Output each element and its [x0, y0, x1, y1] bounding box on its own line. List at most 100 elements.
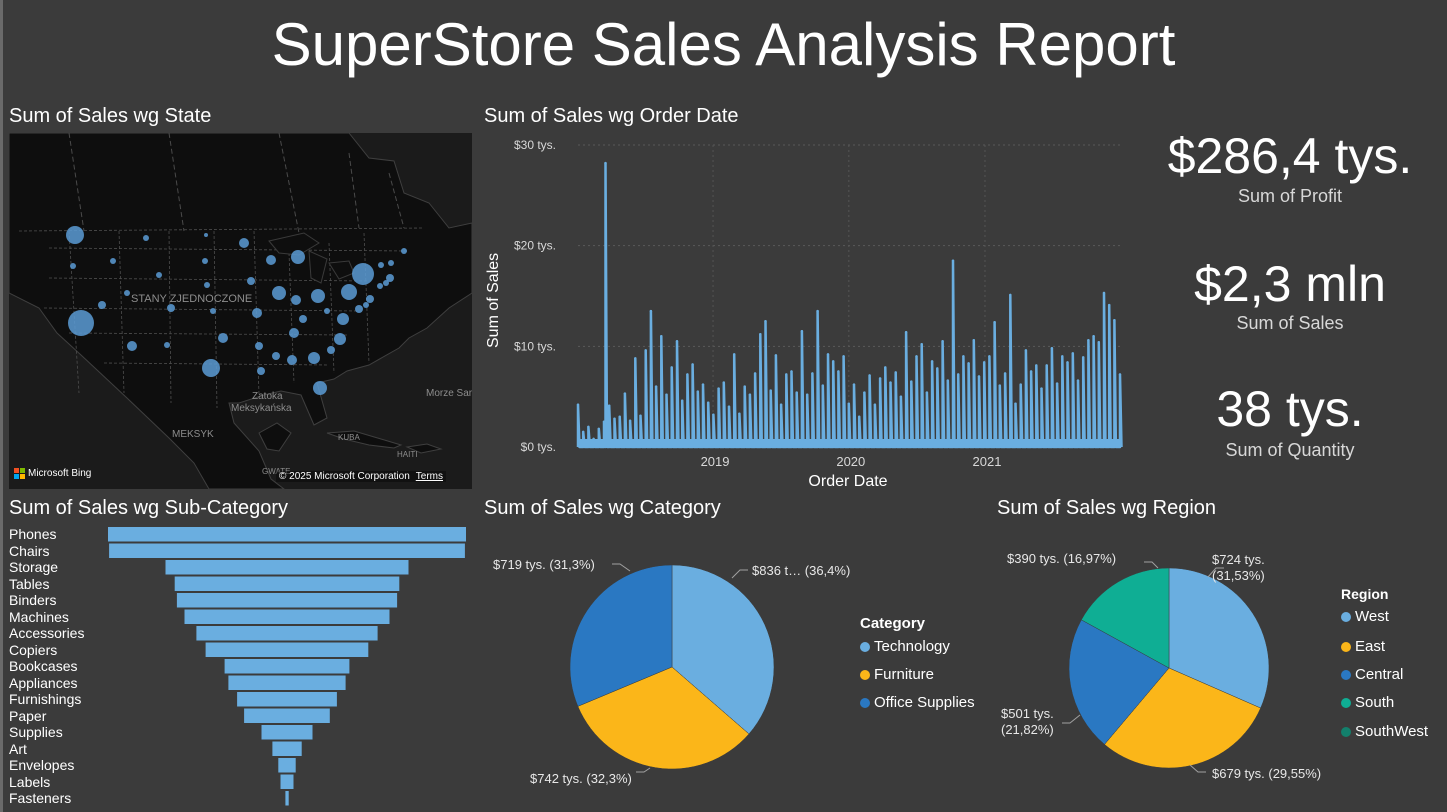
- legend-item-central[interactable]: Central: [1341, 666, 1403, 683]
- subcategory-label-envelopes: Envelopes: [9, 757, 75, 773]
- line-point: [686, 373, 689, 376]
- microsoft-logo-icon: [14, 468, 25, 479]
- category-label-office-supplies: $719 tys. (31,3%): [493, 557, 595, 572]
- state-sales-map[interactable]: STANY ZJEDNOCZONE Zatoka Meksykańska Mor…: [9, 133, 472, 489]
- subcategory-bar-art[interactable]: [272, 741, 302, 757]
- y-tick-label: $10 tys.: [514, 339, 556, 353]
- line-point: [790, 370, 793, 373]
- sales-by-date-line-chart[interactable]: $30 tys. $20 tys. $10 tys. $0 tys. 2019 2020…: [480, 130, 1130, 495]
- line-point: [962, 355, 965, 358]
- bubble-north-dakota: [204, 233, 208, 237]
- map-label-sea: Morze Sargas: [426, 388, 472, 399]
- bubble-colorado: [167, 304, 175, 312]
- legend-item-east[interactable]: East: [1341, 638, 1385, 655]
- subcategory-bar-machines[interactable]: [184, 609, 390, 625]
- line-point: [988, 355, 991, 358]
- legend-item-south[interactable]: South: [1341, 694, 1394, 711]
- line-point: [915, 355, 918, 358]
- subcategory-bar-fasteners[interactable]: [285, 791, 289, 806]
- subcategory-bar-paper[interactable]: [244, 708, 330, 724]
- line-point: [852, 383, 856, 386]
- bubble-vermont: [378, 262, 384, 268]
- subcategory-bar-copiers[interactable]: [205, 642, 369, 658]
- line-point: [806, 393, 809, 396]
- region-label-central-line2: (21,82%): [1001, 722, 1054, 737]
- subcategory-label-fasteners: Fasteners: [9, 790, 72, 806]
- line-point: [764, 320, 767, 323]
- subcategory-label-machines: Machines: [9, 608, 69, 625]
- line-point: [774, 354, 778, 357]
- x-tick-label: 2019: [701, 454, 730, 469]
- subcategory-bar-tables[interactable]: [174, 576, 400, 592]
- subcategory-bar-furnishings[interactable]: [237, 692, 337, 707]
- subcategory-bar-chairs[interactable]: [109, 543, 465, 559]
- line-point: [1050, 347, 1054, 350]
- subcategory-bar-bookcases[interactable]: [224, 659, 350, 674]
- legend-item-southwest[interactable]: SouthWest: [1341, 723, 1428, 740]
- subcategory-funnel-chart[interactable]: [100, 523, 472, 808]
- pie-slice-office-supplies[interactable]: [569, 564, 673, 707]
- line-point: [868, 374, 871, 377]
- region-pie-chart[interactable]: [1040, 540, 1300, 800]
- line-point: [863, 391, 866, 394]
- pie-slice-central[interactable]: [1068, 619, 1170, 745]
- subcategory-bar-envelopes[interactable]: [278, 758, 296, 773]
- line-point: [847, 402, 850, 405]
- line-point: [837, 370, 840, 373]
- canada-borders: [68, 133, 405, 234]
- map-label-country: STANY ZJEDNOCZONE: [131, 293, 253, 305]
- x-tick-label: 2021: [973, 454, 1002, 469]
- subcategory-bar-storage[interactable]: [165, 560, 409, 575]
- category-label-furniture: $742 tys. (32,3%): [530, 771, 632, 786]
- line-point: [665, 393, 668, 396]
- bubble-iowa: [247, 277, 255, 285]
- pie-slice-south[interactable]: [1081, 567, 1170, 669]
- bubble-louisiana: [257, 367, 265, 375]
- line-point: [639, 414, 642, 417]
- subcategory-bar-supplies[interactable]: [261, 725, 313, 740]
- line-point: [894, 371, 897, 374]
- pie-slice-furniture[interactable]: [577, 666, 750, 770]
- bubble-kentucky: [299, 315, 307, 323]
- legend-item-west[interactable]: West: [1341, 608, 1389, 625]
- subcategory-bar-accessories[interactable]: [196, 626, 378, 641]
- microsoft-bing-logo: Microsoft Bing: [14, 468, 91, 479]
- region-label-east: $679 tys. (29,55%): [1212, 766, 1322, 781]
- bubble-delaware: [363, 302, 369, 308]
- map-terms-link[interactable]: Terms: [415, 471, 443, 482]
- category-legend-title: Category: [860, 615, 926, 632]
- map-label-gulf-line2: Meksykańska: [231, 403, 292, 414]
- subcategory-bar-phones[interactable]: [108, 527, 466, 542]
- pie-slice-technology[interactable]: [671, 564, 775, 735]
- land-yucatan: [258, 422, 292, 452]
- region-pie-title: Sum of Sales wg Region: [997, 497, 1217, 519]
- legend-dot-southwest: [1341, 726, 1351, 737]
- subcategory-label-binders: Binders: [9, 592, 57, 608]
- bubble-north-carolina: [334, 333, 346, 345]
- subcategory-bar-appliances[interactable]: [228, 675, 346, 691]
- bubble-michigan: [291, 250, 305, 264]
- line-point: [738, 412, 741, 415]
- line-point: [842, 355, 845, 358]
- bubble-massachusetts: [386, 274, 394, 282]
- line-point: [691, 363, 694, 366]
- legend-item-office-supplies[interactable]: Office Supplies: [860, 694, 975, 711]
- line-point: [1045, 364, 1048, 367]
- pie-slice-east[interactable]: [1104, 667, 1261, 769]
- bubble-mississippi: [272, 352, 280, 360]
- line-point: [873, 403, 877, 406]
- subcategory-bar-labels[interactable]: [280, 774, 294, 790]
- line-point: [1019, 383, 1022, 386]
- legend-item-technology[interactable]: Technology: [860, 638, 950, 655]
- legend-dot-office-supplies: [860, 697, 870, 708]
- subcategory-label-art: Art: [9, 740, 27, 757]
- pie-slice-west[interactable]: [1168, 567, 1270, 709]
- subcategory-bar-binders[interactable]: [176, 593, 398, 608]
- bubble-wyoming: [156, 272, 162, 278]
- bubble-oregon: [70, 263, 76, 269]
- line-point: [1118, 373, 1122, 376]
- legend-item-furniture[interactable]: Furniture: [860, 666, 934, 683]
- category-pie-chart[interactable]: [540, 540, 820, 800]
- subcategory-label-accessories: Accessories: [9, 625, 85, 641]
- line-point: [722, 381, 725, 384]
